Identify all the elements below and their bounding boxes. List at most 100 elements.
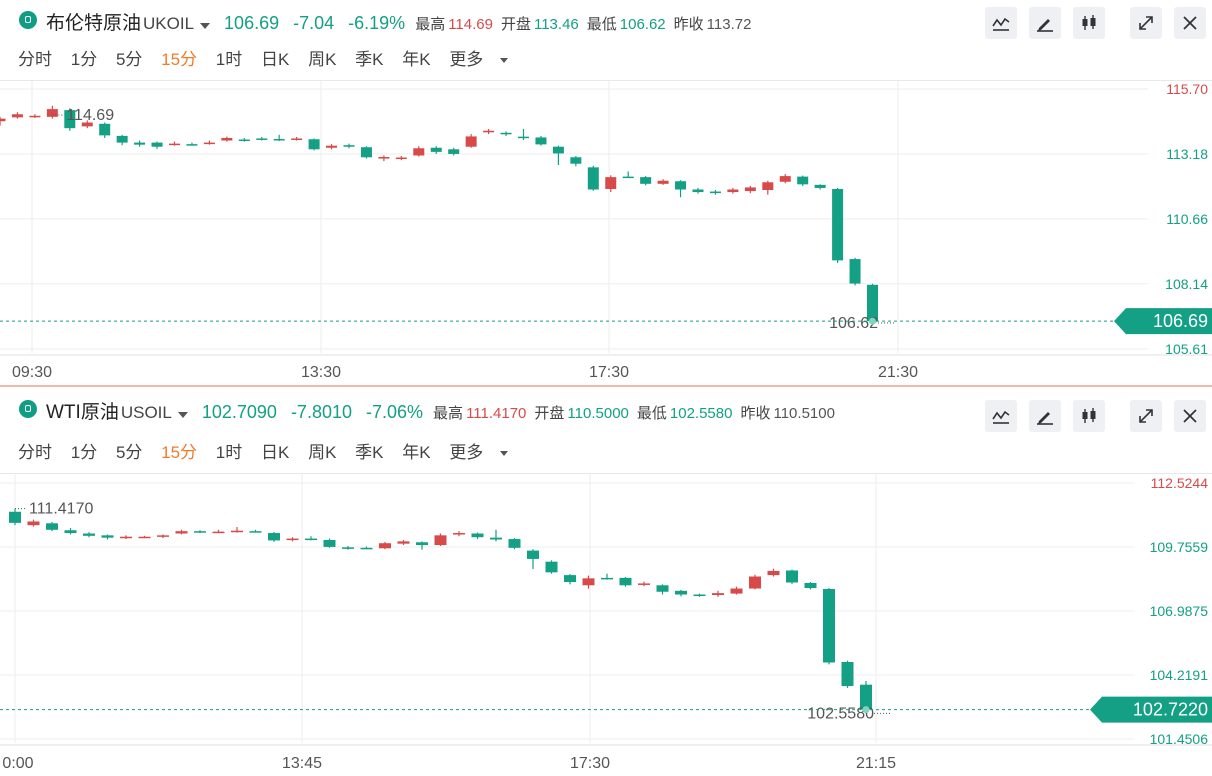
candle-body — [619, 577, 632, 586]
candle-body — [727, 189, 739, 193]
candle-type-button[interactable] — [1073, 7, 1105, 39]
candle-body — [841, 662, 854, 687]
panel-divider[interactable] — [0, 385, 1212, 387]
period-tab-active[interactable]: 15分 — [161, 443, 198, 462]
candle-body — [360, 147, 372, 158]
period-tab[interactable]: 分时 — [18, 443, 52, 462]
draw-button[interactable] — [1029, 400, 1061, 432]
period-tab[interactable]: 日K — [261, 50, 290, 69]
symbol-code[interactable]: UKOIL — [143, 14, 195, 33]
y-tick-label: 112.5244 — [1151, 475, 1209, 491]
candle-body — [867, 284, 878, 322]
candle-body — [638, 583, 650, 585]
candle-body — [430, 147, 442, 152]
period-tab-active[interactable]: 15分 — [161, 50, 198, 69]
chevron-down-icon[interactable] — [177, 412, 188, 418]
candle-body — [448, 149, 460, 154]
candle-body — [326, 145, 338, 148]
candle-body — [535, 137, 547, 145]
candle-body — [693, 594, 706, 597]
min-price-label: 106.62 — [829, 315, 878, 332]
period-tab[interactable]: 分时 — [18, 50, 52, 69]
price-change-pct: -7.06% — [366, 402, 424, 422]
candle-body — [762, 182, 774, 191]
candle-body — [151, 142, 163, 147]
quote-header: WTI原油 USOIL 102.7090 -7.8010 -7.06% 最高 1… — [0, 389, 1212, 429]
candle-body — [169, 143, 180, 146]
period-tab[interactable]: 5分 — [115, 50, 143, 69]
candle-body — [471, 533, 484, 538]
candle-body — [527, 550, 539, 559]
period-tab[interactable]: 1分 — [70, 50, 98, 69]
quote-header: 布伦特原油 UKOIL 106.69 -7.04 -6.19% 最高 114.6… — [0, 0, 1212, 40]
candle-body — [11, 114, 23, 118]
candle-body — [379, 543, 391, 549]
x-tick-label: 17:30 — [589, 364, 629, 381]
candle-body — [395, 157, 407, 160]
symbol-code[interactable]: USOIL — [120, 403, 172, 422]
candle-body — [9, 511, 21, 523]
candle-type-button[interactable] — [1073, 400, 1105, 432]
chevron-down-icon[interactable] — [200, 23, 211, 29]
period-tab[interactable]: 1分 — [70, 443, 98, 462]
period-tab[interactable]: 年K — [402, 443, 431, 462]
ukoil-panel: 布伦特原油 UKOIL 106.69 -7.04 -6.19% 最高 114.6… — [0, 0, 1212, 386]
more-periods-label: 更多 — [449, 50, 484, 69]
candle-body — [434, 535, 447, 546]
period-tab[interactable]: 季K — [355, 443, 384, 462]
candle-body — [814, 184, 826, 188]
candle-body — [749, 576, 761, 589]
candle-body — [744, 187, 756, 192]
period-tab[interactable]: 周K — [308, 50, 337, 69]
candle-body — [552, 146, 564, 154]
close-button[interactable] — [1174, 7, 1206, 39]
candle-body — [29, 115, 41, 118]
period-tab[interactable]: 1时 — [215, 50, 243, 69]
candle-body — [138, 536, 151, 539]
last-price-dot — [869, 317, 876, 325]
lock-icon — [19, 11, 37, 29]
expand-button[interactable] — [1130, 400, 1162, 432]
candle-body — [779, 176, 791, 182]
symbol-name[interactable]: WTI原油 — [46, 402, 119, 423]
y-tick-label: 104.2191 — [1150, 667, 1209, 683]
close-icon — [1183, 409, 1197, 423]
period-tab[interactable]: 周K — [308, 443, 337, 462]
usoil-kline-chart[interactable]: 112.5244 109.7559 106.9875 104.2191 101.4506… — [0, 474, 1212, 776]
candle-body — [268, 533, 280, 541]
y-tick-label: 106.9875 — [1150, 603, 1209, 619]
close-button[interactable] — [1174, 400, 1206, 432]
candle-body — [134, 142, 146, 145]
candle-body — [483, 130, 495, 133]
last-price: 106.69 — [224, 13, 280, 33]
low-value: 102.5580 — [669, 405, 733, 422]
period-tab[interactable]: 1时 — [215, 443, 243, 462]
x-tick-label: 21:15 — [856, 755, 896, 772]
y-tick-label: 101.4506 — [1150, 731, 1209, 747]
candle-body — [83, 533, 95, 536]
period-tab[interactable]: 日K — [261, 443, 290, 462]
period-tab[interactable]: 年K — [402, 50, 431, 69]
open-value: 110.5000 — [567, 405, 629, 422]
candle-body — [0, 118, 6, 122]
period-tab[interactable]: 5分 — [115, 443, 143, 462]
symbol-name[interactable]: 布伦特原油 — [46, 13, 142, 34]
candle-body — [804, 582, 817, 589]
expand-button[interactable] — [1130, 7, 1162, 39]
candle-body — [221, 137, 233, 141]
candle-body — [186, 144, 198, 146]
more-periods[interactable]: 更多 — [449, 50, 522, 69]
expand-icon — [1139, 409, 1153, 423]
y-tick-label: 115.70 — [1166, 81, 1208, 97]
ukoil-kline-chart[interactable]: 115.70 113.18 110.66 108.14 105.61 09:30 13:30… — [0, 81, 1212, 386]
indicator-button[interactable] — [985, 7, 1017, 39]
max-price-label: 114.69 — [66, 107, 114, 124]
indicator-button[interactable] — [985, 400, 1017, 432]
draw-button[interactable] — [1029, 7, 1061, 39]
more-periods[interactable]: 更多 — [449, 443, 522, 462]
x-tick-label: 17:30 — [570, 755, 610, 772]
lock-icon — [19, 400, 37, 418]
candle-body — [656, 585, 669, 592]
expand-icon — [1139, 16, 1153, 30]
period-tab[interactable]: 季K — [355, 50, 384, 69]
